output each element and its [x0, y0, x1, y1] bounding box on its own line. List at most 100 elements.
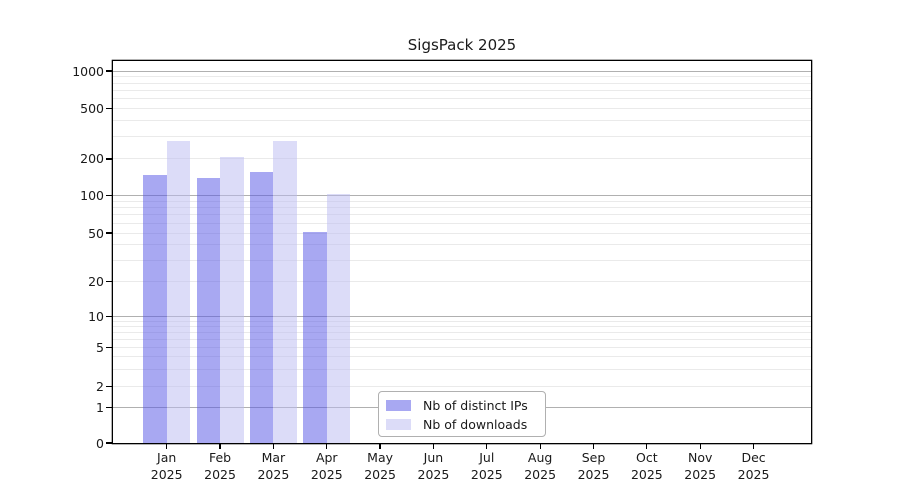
gridline-minor [113, 120, 811, 122]
x-axis-tick [219, 443, 221, 449]
y-axis-label: 10 [88, 309, 104, 324]
y-axis-label: 5 [96, 339, 104, 355]
legend-swatch-nb-of-downloads [386, 419, 411, 430]
x-axis-label-month: Jun [423, 450, 444, 465]
y-axis-tick [106, 158, 112, 160]
x-axis-label-month: Dec [741, 450, 766, 465]
y-axis-tick [106, 194, 112, 197]
legend-item-label: Nb of distinct IPs [423, 398, 528, 413]
y-axis-label: 0 [96, 435, 104, 451]
bar-nb-of-downloads-mar-2025 [273, 141, 297, 443]
gridline-minor [113, 346, 811, 348]
gridline-minor [113, 325, 811, 327]
x-axis-label: Sep 2025 [562, 449, 626, 483]
x-axis-tick [326, 443, 328, 449]
y-axis-tick [106, 406, 112, 409]
x-axis-label: Jun 2025 [401, 449, 465, 483]
gridline-minor [113, 89, 811, 91]
x-axis-label-year: 2025 [257, 467, 290, 482]
y-axis-tick [106, 442, 112, 444]
x-axis-label: Feb 2025 [188, 449, 252, 483]
gridline-minor [113, 281, 811, 282]
gridline-minor [113, 76, 811, 78]
gridline-minor [113, 368, 811, 370]
x-axis-label: Jan 2025 [135, 449, 199, 483]
bar-nb-of-distinct-ips-feb-2025 [196, 177, 221, 443]
x-axis-label: Apr 2025 [295, 449, 359, 483]
x-axis-tick [592, 443, 595, 449]
x-axis-tick [486, 443, 488, 449]
y-axis-label: 200 [80, 151, 104, 167]
x-axis-label-year: 2025 [417, 467, 450, 482]
bar-nb-of-distinct-ips-apr-2025 [303, 231, 327, 443]
x-axis-tick [379, 443, 381, 449]
gridline-minor [113, 98, 811, 100]
x-axis-tick [272, 443, 275, 449]
x-axis-label-month: Nov [687, 450, 713, 465]
y-axis-tick [106, 315, 112, 318]
x-axis-label-month: Aug [527, 450, 553, 465]
y-axis-label: 100 [80, 187, 104, 203]
x-axis-label-year: 2025 [737, 467, 770, 482]
gridline-minor [113, 108, 811, 109]
y-axis-tick [106, 385, 112, 388]
gridline-minor [113, 244, 811, 246]
x-axis-label: Jul 2025 [455, 449, 519, 483]
x-axis-label-month: Mar [261, 450, 286, 465]
x-axis-tick [752, 443, 755, 449]
y-axis-label: 1000 [72, 63, 104, 79]
gridline-minor [113, 356, 811, 358]
y-axis-tick [106, 70, 112, 72]
x-axis-tick [699, 443, 701, 449]
x-axis-label: Oct 2025 [615, 449, 679, 483]
gridline-minor [113, 207, 811, 209]
x-axis-label-year: 2025 [684, 467, 717, 482]
gridline-major [113, 194, 811, 196]
y-axis-tick [106, 232, 112, 234]
bar-nb-of-downloads-apr-2025 [326, 193, 351, 443]
x-axis-label: Aug 2025 [508, 449, 572, 483]
y-axis-tick [106, 107, 112, 110]
legend-item: Nb of distinct IPs [386, 396, 545, 415]
y-axis-label: 20 [88, 274, 104, 289]
legend-item-label: Nb of downloads [423, 417, 528, 432]
legend-item: Nb of downloads [386, 415, 545, 434]
x-axis-label-year: 2025 [310, 467, 343, 482]
gridline-minor [113, 214, 811, 216]
y-axis-label: 500 [80, 101, 104, 116]
gridline-minor [113, 200, 811, 202]
y-axis-label: 2 [96, 379, 104, 394]
x-axis-label-month: Jan [157, 450, 177, 465]
x-axis-label-month: May [367, 450, 394, 465]
x-axis-label-month: Apr [315, 450, 338, 465]
gridline-minor [113, 331, 811, 333]
y-axis-label: 1 [96, 400, 104, 415]
x-axis-label-month: Sep [581, 450, 606, 465]
x-axis-tick [646, 443, 648, 449]
x-axis-tick [432, 443, 435, 449]
gridline-minor [113, 222, 811, 224]
gridline-minor [113, 338, 811, 340]
gridline-minor [113, 259, 811, 261]
legend: Nb of distinct IPs Nb of downloads [378, 391, 546, 437]
y-axis-label: 50 [88, 225, 104, 241]
gridline-minor [113, 136, 811, 138]
x-axis-label-year: 2025 [577, 467, 610, 482]
x-axis-label-year: 2025 [204, 467, 236, 482]
x-axis-label-month: Oct [636, 450, 658, 465]
x-axis-label: Dec 2025 [722, 449, 786, 483]
x-axis-label-year: 2025 [150, 467, 183, 482]
x-axis-label-month: Feb [208, 450, 232, 465]
y-axis-tick [106, 280, 112, 283]
bar-nb-of-downloads-jan-2025 [166, 141, 191, 443]
gridline-minor [113, 386, 811, 387]
legend-swatch-nb-of-distinct-ips [386, 400, 411, 411]
x-axis-label: May 2025 [348, 449, 412, 483]
gridline-minor [113, 82, 811, 84]
bar-nb-of-distinct-ips-jan-2025 [143, 174, 167, 443]
x-axis-label-year: 2025 [364, 467, 396, 482]
plot-area [106, 61, 811, 449]
gridline-minor [113, 232, 811, 234]
gridline-minor [113, 158, 811, 160]
